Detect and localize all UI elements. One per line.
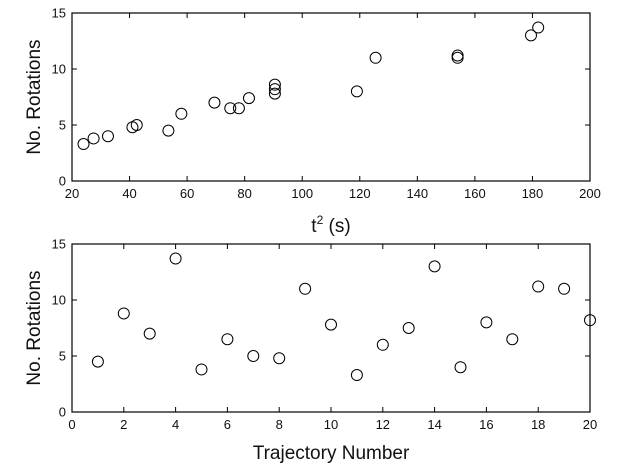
top-x-axis-label-unit: (s): [323, 216, 350, 237]
top-data-point: [242, 92, 255, 105]
top-data-point: [451, 49, 464, 62]
bottom-data-point: [117, 307, 130, 320]
bottom-data-point: [428, 260, 441, 273]
top-x-tick-label: 120: [349, 186, 371, 201]
bottom-x-tick-label: 16: [479, 417, 493, 432]
bottom-x-tick-label: 18: [531, 417, 545, 432]
top-y-tick-label: 5: [59, 118, 66, 133]
top-y-tick-label: 0: [59, 174, 66, 189]
top-x-tick-label: 100: [291, 186, 313, 201]
top-x-axis-label-main: t: [311, 216, 317, 237]
top-data-point: [232, 102, 245, 115]
bottom-data-point: [376, 338, 389, 351]
bottom-data-point: [584, 314, 596, 327]
top-data-point: [268, 78, 281, 91]
top-y-tick-label: 10: [52, 62, 66, 77]
bottom-data-point: [247, 350, 260, 362]
top-data-point: [87, 132, 100, 145]
top-data-point: [224, 102, 237, 115]
top-data-point: [525, 29, 538, 42]
bottom-x-tick-label: 6: [224, 417, 231, 432]
top-data-point: [268, 87, 281, 100]
top-x-tick-label: 200: [579, 186, 601, 201]
bottom-y-axis-label: No. Rotations: [24, 270, 45, 385]
bottom-data-point: [350, 369, 363, 382]
bottom-x-tick-label: 4: [172, 417, 179, 432]
top-data-point: [268, 83, 281, 96]
top-data-point: [175, 107, 188, 120]
top-x-tick-label: 180: [522, 186, 544, 201]
top-x-tick-label: 40: [122, 186, 136, 201]
bottom-data-point: [169, 252, 182, 265]
bottom-data-point: [143, 327, 156, 340]
bottom-data-point: [299, 282, 312, 295]
bottom-x-tick-label: 14: [427, 417, 441, 432]
top-x-axis-label: t2 (s): [311, 213, 350, 237]
top-plot-frame: [71, 12, 591, 182]
bottom-x-tick-label: 20: [583, 417, 597, 432]
bottom-data-point: [195, 363, 208, 376]
bottom-data-point: [221, 333, 234, 346]
bottom-y-tick-label: 10: [52, 293, 66, 308]
bottom-x-tick-label: 0: [68, 417, 75, 432]
bottom-data-point: [325, 318, 337, 331]
top-data-point: [369, 51, 382, 64]
top-scatter-plot: 20 40 60 80 100 120 140 160 180 200 0 5 10 15 t2 (s) No…: [24, 6, 601, 238]
bottom-x-tick-label: 8: [276, 417, 283, 432]
top-data-point: [162, 124, 175, 137]
bottom-y-tick-label: 0: [59, 405, 66, 420]
bottom-y-tick-label: 15: [52, 237, 66, 252]
top-x-axis-label-superscript: 2: [317, 213, 324, 227]
top-x-tick-label: 80: [237, 186, 251, 201]
bottom-x-tick-label: 10: [324, 417, 338, 432]
bottom-data-point: [480, 316, 493, 329]
bottom-x-axis-label: Trajectory Number: [253, 443, 410, 464]
bottom-data-point: [402, 322, 415, 334]
bottom-x-tick-label: 12: [376, 417, 390, 432]
top-x-tick-label: 140: [406, 186, 428, 201]
bottom-data-point: [273, 352, 286, 365]
bottom-y-tick-label: 5: [59, 349, 66, 364]
top-data-point: [532, 21, 545, 34]
top-data-point: [101, 130, 114, 143]
top-data-point: [130, 119, 143, 131]
top-x-tick-label: 60: [180, 186, 194, 201]
top-data-point: [451, 51, 464, 64]
bottom-x-axis-label-main: Trajectory Number: [253, 443, 410, 464]
top-data-point: [126, 121, 139, 134]
bottom-data-point: [532, 280, 545, 293]
bottom-data-point: [558, 282, 571, 295]
bottom-data-point: [506, 333, 519, 346]
top-y-tick-label: 15: [52, 6, 66, 21]
top-data-point: [350, 85, 363, 98]
bottom-x-tick-label: 2: [120, 417, 127, 432]
top-x-tick-label: 20: [65, 186, 79, 201]
top-data-point: [77, 138, 90, 151]
bottom-data-point: [91, 355, 104, 368]
top-y-axis-label: No. Rotations: [24, 39, 45, 154]
bottom-data-point: [454, 361, 467, 374]
top-data-point: [208, 96, 221, 109]
top-x-tick-label: 160: [464, 186, 486, 201]
bottom-scatter-plot: 0 2 4 6 8 10 12 14 16 18 20 0 5 10 15 Trajectory Number…: [24, 237, 597, 465]
